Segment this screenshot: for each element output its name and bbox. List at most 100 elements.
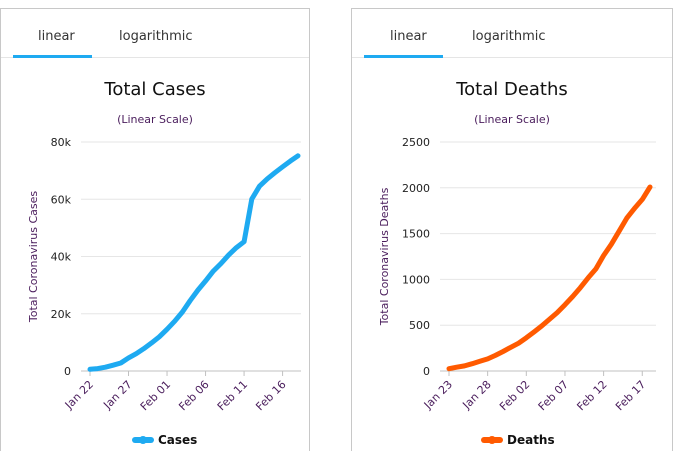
tab-logarithmic[interactable]: logarithmic: [119, 29, 193, 44]
cases-chart-panel: linear logarithmic Total Cases (Linear S…: [0, 8, 310, 451]
y-axis-label: Total Coronavirus Cases: [27, 191, 40, 324]
legend-item-deaths[interactable]: Deaths: [481, 433, 555, 447]
data-point: [509, 345, 513, 349]
y-tick-label: 2000: [402, 182, 430, 195]
y-tick-label: 80k: [51, 136, 72, 149]
data-point: [180, 310, 184, 314]
data-point: [119, 361, 123, 365]
legend-swatch: [132, 436, 154, 444]
y-axis-label: Total Coronavirus Deaths: [378, 187, 391, 326]
data-point: [165, 327, 169, 331]
x-tick-label: Feb 06: [176, 378, 211, 413]
data-point: [648, 185, 652, 189]
data-point: [455, 365, 459, 369]
data-point: [501, 349, 505, 353]
data-point: [470, 362, 474, 366]
x-tick-label: Feb 01: [138, 378, 173, 413]
data-point: [103, 365, 107, 369]
x-tick-label: Feb 11: [215, 378, 250, 413]
data-point: [524, 336, 528, 340]
data-point: [173, 319, 177, 323]
x-tick-label: Jan 23: [421, 378, 455, 412]
data-point: [96, 367, 100, 371]
data-point: [88, 367, 92, 371]
deaths-chart-panel: linear logarithmic Total Deaths (Linear …: [351, 8, 673, 451]
tab-logarithmic[interactable]: logarithmic: [472, 29, 546, 44]
chart-subtitle: (Linear Scale): [117, 113, 193, 126]
data-point: [227, 253, 231, 257]
data-point: [493, 353, 497, 357]
active-tab-indicator: [364, 55, 443, 58]
data-point: [157, 335, 161, 339]
legend-label: Cases: [158, 433, 198, 447]
data-point: [633, 206, 637, 210]
data-point: [265, 177, 269, 181]
x-tick-label: Jan 27: [100, 378, 134, 412]
data-point: [540, 324, 544, 328]
data-point: [111, 363, 115, 367]
y-tick-label: 500: [409, 319, 430, 332]
x-tick-label: Feb 07: [536, 378, 571, 413]
data-point: [242, 240, 246, 244]
y-tick-label: 0: [64, 365, 71, 378]
cases-line-chart: 0 20k 40k 60k 80k Jan 22 Jan 27 Feb 01 Feb 06 Feb…: [27, 136, 301, 413]
y-tick-label: 20k: [51, 308, 72, 321]
data-point: [196, 288, 200, 292]
data-point: [142, 347, 146, 351]
y-tick-label: 60k: [51, 193, 72, 206]
y-tick-label: 40k: [51, 251, 72, 264]
tab-linear[interactable]: linear: [38, 29, 75, 44]
data-point: [296, 154, 300, 158]
data-point: [211, 269, 215, 273]
x-tick-label: Jan 22: [62, 378, 96, 412]
data-point: [625, 216, 629, 220]
data-point: [219, 261, 223, 265]
data-point: [150, 341, 154, 345]
data-point: [586, 276, 590, 280]
data-point: [204, 279, 208, 283]
data-point: [594, 267, 598, 271]
series-line-deaths: [446, 184, 653, 372]
legend-item-cases[interactable]: Cases: [132, 433, 197, 447]
tab-linear[interactable]: linear: [390, 29, 427, 44]
scale-tabs: linear logarithmic: [1, 9, 309, 58]
x-tick-label: Feb 17: [613, 378, 648, 413]
y-tick-label: 0: [423, 365, 430, 378]
chart-subtitle: (Linear Scale): [474, 113, 550, 126]
series-line-cases: [87, 153, 301, 372]
data-point: [640, 197, 644, 201]
y-tick-label: 1500: [402, 228, 430, 241]
x-tick-label: Feb 12: [574, 378, 609, 413]
data-point: [273, 171, 277, 175]
data-point: [134, 352, 138, 356]
data-point: [462, 364, 466, 368]
active-tab-indicator: [13, 55, 92, 58]
data-point: [578, 286, 582, 290]
data-point: [234, 246, 238, 250]
data-point: [555, 311, 559, 315]
chart-title: Total Deaths: [456, 79, 568, 100]
data-point: [563, 303, 567, 307]
data-point: [478, 359, 482, 363]
data-point: [127, 356, 131, 360]
y-tick-label: 1000: [402, 273, 430, 286]
data-point: [281, 165, 285, 169]
scale-tabs: linear logarithmic: [352, 9, 672, 58]
data-point: [447, 367, 451, 371]
data-point: [571, 295, 575, 299]
data-point: [532, 330, 536, 334]
data-point: [486, 357, 490, 361]
data-point: [257, 184, 261, 188]
chart-title: Total Cases: [104, 79, 206, 100]
data-point: [602, 253, 606, 257]
data-point: [517, 341, 521, 345]
data-point: [188, 299, 192, 303]
data-point: [288, 159, 292, 163]
data-point: [609, 242, 613, 246]
legend-swatch: [481, 436, 503, 444]
y-tick-label: 2500: [402, 136, 430, 149]
data-point: [250, 197, 254, 201]
data-point: [548, 317, 551, 321]
data-point: [617, 229, 621, 233]
